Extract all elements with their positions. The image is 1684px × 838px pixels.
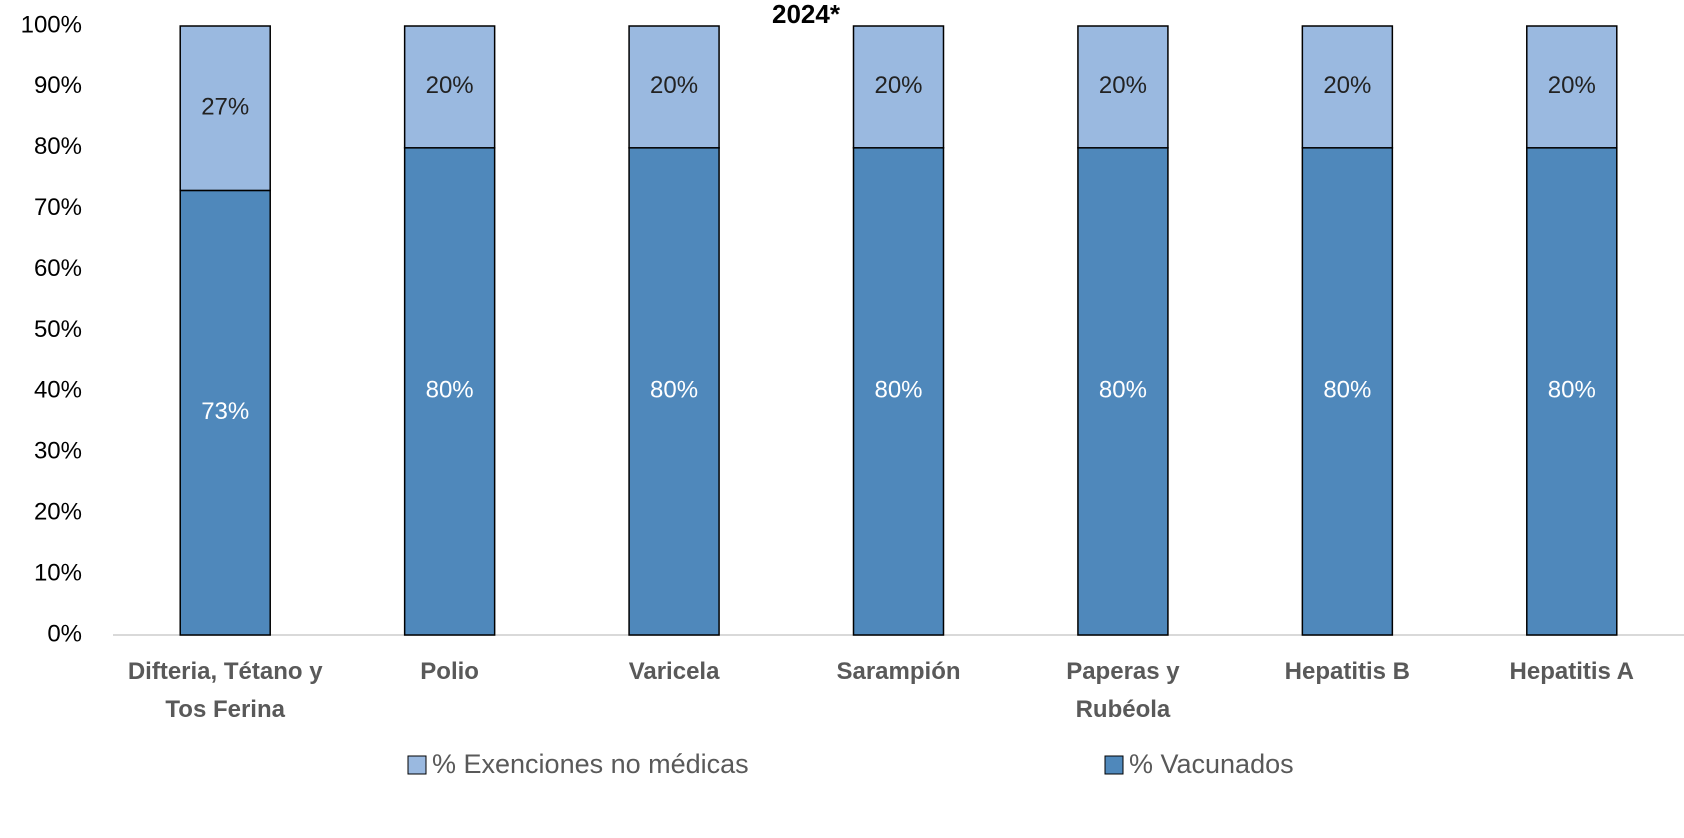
legend-label: % Exenciones no médicas [432,749,749,779]
data-label: 80% [1323,377,1371,404]
bar-segment [179,25,271,192]
legend-label: % Vacunados [1129,749,1294,779]
y-tick-label: 50% [34,316,82,343]
bar-segment [852,147,945,636]
data-label: 80% [1548,377,1596,404]
data-label: 20% [426,72,474,99]
x-tick-label: Sarampión [836,658,961,685]
y-tick-label: 10% [34,559,82,586]
y-tick-label: 80% [34,133,82,160]
y-tick-label: 100% [21,11,82,38]
legend-swatch [1104,755,1124,775]
bar-segment [403,25,496,149]
data-label: 20% [874,72,922,99]
bar-segment [403,147,496,636]
bar-segment [1301,25,1394,149]
data-label: 80% [650,377,698,404]
x-tick-label: Hepatitis A [1509,658,1635,685]
x-tick-label: Varicela [628,658,720,685]
legend-swatch [407,755,427,775]
x-tick-label: Paperas y Rubéola [1066,658,1180,723]
bar-segment [1526,25,1618,149]
data-label: 27% [201,94,249,121]
data-label: 20% [1099,72,1147,99]
data-label: 20% [650,72,698,99]
data-label: 80% [1099,377,1147,404]
y-tick-label: 90% [34,72,82,99]
y-tick-label: 60% [34,255,82,282]
y-tick-label: 0% [47,620,82,647]
data-label: 80% [426,377,474,404]
y-tick-label: 70% [34,194,82,221]
y-tick-label: 40% [34,377,82,404]
bar-segment [1077,147,1169,636]
bar-segment [179,189,271,636]
data-label: 20% [1323,72,1371,99]
bar-segment [628,25,720,149]
y-tick-label: 30% [34,438,82,465]
data-label: 73% [201,398,249,425]
bar-segment [1301,147,1394,636]
bar-segment [852,25,945,149]
data-label: 20% [1548,72,1596,99]
bar-segment [1526,147,1618,636]
y-tick-label: 20% [34,499,82,526]
bar-segment [1077,25,1169,149]
chart-title: 2024* [772,0,841,29]
x-tick-label: Polio [420,658,479,685]
data-label: 80% [874,377,922,404]
x-tick-label: Difteria, Tétano y Tos Ferina [127,658,323,723]
x-tick-label: Hepatitis B [1284,658,1411,685]
